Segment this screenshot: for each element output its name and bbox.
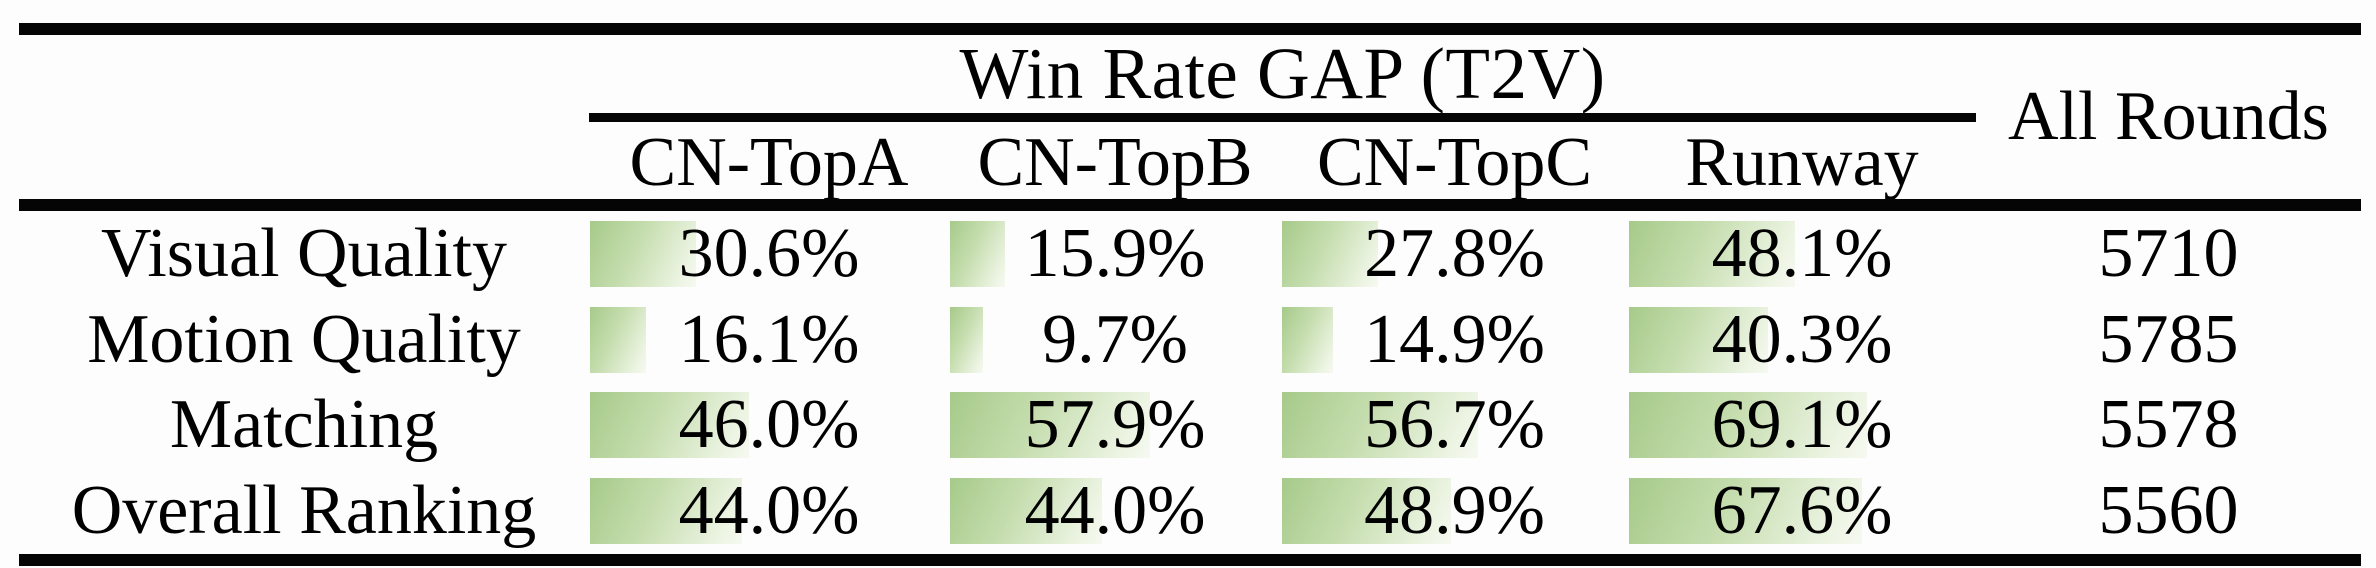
all-rounds-value: 5578 — [2098, 386, 2239, 464]
win-rate-data-bar — [1282, 306, 1333, 373]
row-label: Motion Quality — [87, 300, 521, 378]
win-rate-value: 44.0% — [678, 472, 860, 550]
win-rate-cell: 46.0% — [589, 383, 949, 469]
win-rate-data-bar — [1629, 220, 1795, 287]
group-header-win-rate-gap: Win Rate GAP (T2V) — [959, 33, 1606, 114]
bottom-rule — [19, 554, 2361, 566]
top-rule — [19, 23, 2361, 35]
all-rounds-value: 5710 — [2098, 214, 2239, 292]
win-rate-value: 46.0% — [678, 386, 860, 464]
win-rate-data-bar — [950, 306, 983, 373]
win-rate-value: 69.1% — [1711, 386, 1893, 464]
win-rate-data-bar — [590, 306, 646, 373]
win-rate-cell: 44.0% — [589, 468, 949, 554]
win-rate-cell: 69.1% — [1628, 383, 1976, 469]
row-label: Visual Quality — [100, 214, 508, 292]
win-rate-value: 67.6% — [1711, 472, 1893, 550]
win-rate-data-bar — [1629, 392, 1867, 459]
win-rate-value: 44.0% — [1024, 472, 1206, 550]
win-rate-data-bar — [950, 220, 1005, 287]
win-rate-value: 9.7% — [1042, 300, 1188, 378]
win-rate-cell: 67.6% — [1628, 468, 1976, 554]
win-rate-cell: 16.1% — [589, 297, 949, 383]
win-rate-value: 40.3% — [1711, 300, 1893, 378]
win-rate-value: 56.7% — [1364, 386, 1545, 464]
win-rate-cell: 56.7% — [1281, 383, 1628, 469]
win-rate-cell: 30.6% — [589, 211, 949, 297]
win-rate-data-bar — [590, 478, 742, 545]
win-rate-data-bar — [1282, 392, 1478, 459]
win-rate-value: 16.1% — [678, 300, 860, 378]
all-rounds-value: 5785 — [2098, 300, 2239, 378]
win-rate-data-bar — [950, 478, 1102, 545]
win-rate-cell: 48.9% — [1281, 468, 1628, 554]
win-rate-value: 14.9% — [1364, 300, 1545, 378]
row-label: Overall Ranking — [71, 472, 537, 550]
win-rate-data-bar — [590, 220, 696, 287]
win-rate-cell: 9.7% — [949, 297, 1281, 383]
win-rate-cell: 40.3% — [1628, 297, 1976, 383]
win-rate-data-bar — [1629, 478, 1862, 545]
header-separator-rule — [19, 199, 2361, 211]
win-rate-value: 30.6% — [678, 214, 860, 292]
win-rate-value: 57.9% — [1024, 386, 1206, 464]
column-header-all-rounds: All Rounds — [2008, 78, 2329, 155]
win-rate-cell: 48.1% — [1628, 211, 1976, 297]
column-header-cn-topb: CN-TopB — [977, 123, 1253, 201]
win-rate-data-bar — [1282, 478, 1451, 545]
win-rate-cell: 27.8% — [1281, 211, 1628, 297]
all-rounds-value: 5560 — [2098, 472, 2239, 550]
win-rate-cell: 15.9% — [949, 211, 1281, 297]
row-label: Matching — [169, 386, 439, 464]
win-rate-data-bar — [590, 392, 749, 459]
win-rate-cell: 14.9% — [1281, 297, 1628, 383]
column-header-cn-topc: CN-TopC — [1316, 123, 1593, 201]
group-header-underline-rule — [589, 113, 1976, 122]
win-rate-cell: 44.0% — [949, 468, 1281, 554]
win-rate-table-grid: Win Rate GAP (T2V) All Rounds CN-TopA CN… — [19, 23, 2361, 566]
win-rate-value: 27.8% — [1364, 214, 1545, 292]
win-rate-value: 48.9% — [1364, 472, 1545, 550]
column-header-runway: Runway — [1685, 123, 1919, 201]
win-rate-value: 48.1% — [1711, 214, 1893, 292]
win-rate-cell: 57.9% — [949, 383, 1281, 469]
column-header-cn-topa: CN-TopA — [629, 123, 909, 201]
win-rate-data-bar — [1629, 306, 1768, 373]
win-rate-data-bar — [950, 392, 1150, 459]
win-rate-data-bar — [1282, 220, 1378, 287]
win-rate-value: 15.9% — [1024, 214, 1206, 292]
